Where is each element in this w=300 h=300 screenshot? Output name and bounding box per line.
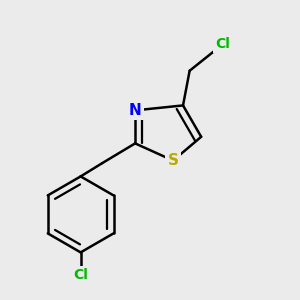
Text: S: S bbox=[168, 153, 178, 168]
Text: Cl: Cl bbox=[215, 37, 230, 51]
Text: N: N bbox=[129, 103, 142, 118]
Text: Cl: Cl bbox=[73, 268, 88, 283]
